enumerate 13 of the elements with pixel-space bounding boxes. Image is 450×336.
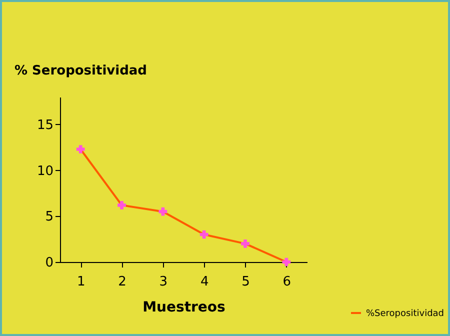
x-tick-label: 3 bbox=[159, 274, 168, 290]
y-tick-label: 0 bbox=[45, 256, 54, 270]
y-tick-label: 5 bbox=[45, 210, 54, 225]
x-tick-label: 6 bbox=[282, 274, 292, 290]
x-tick-label: 2 bbox=[118, 274, 126, 290]
x-axis-title: Muestreos bbox=[142, 300, 226, 316]
x-tick-label: 5 bbox=[242, 274, 250, 290]
x-tick-label: 1 bbox=[76, 274, 86, 290]
legend-label: %Seropositividad bbox=[366, 309, 444, 319]
y-tick-label: 10 bbox=[36, 164, 54, 179]
y-tick-label: 15 bbox=[36, 118, 54, 133]
y-axis-title: % Seropositividad bbox=[14, 64, 147, 78]
x-tick-label: 4 bbox=[200, 274, 209, 290]
